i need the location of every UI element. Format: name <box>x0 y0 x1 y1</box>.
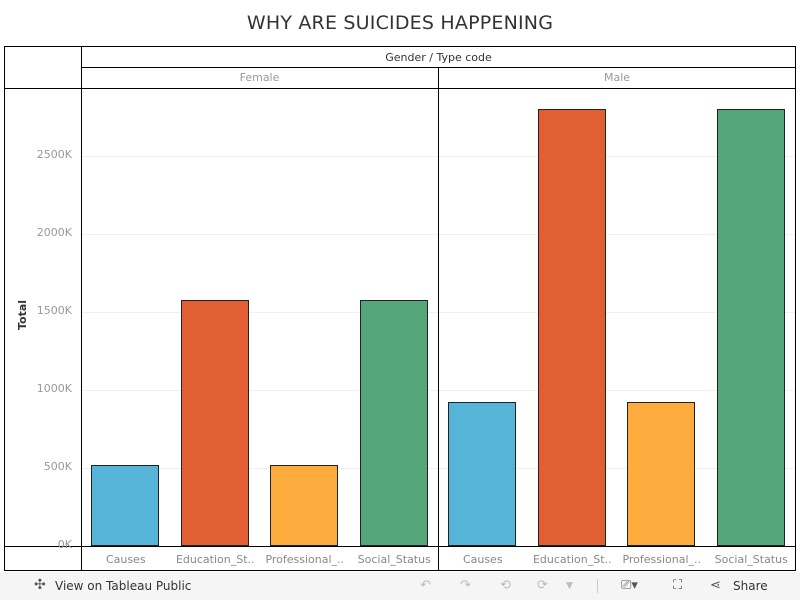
bar-male-0[interactable] <box>448 402 516 546</box>
category-label: Education_St.. <box>175 553 255 566</box>
toolbar: ✣ View on Tableau Public ↶ ↷ ⟲ ⟳ ▼ ⎚▾ ⛶ … <box>0 572 800 600</box>
view-on-tableau-link[interactable]: View on Tableau Public <box>55 579 192 593</box>
y-tick-label: 500K <box>43 460 72 473</box>
gridline <box>439 468 795 469</box>
y-tick-label: 1000K <box>36 382 72 395</box>
gridline <box>439 156 795 157</box>
column-header: Gender / Type code <box>385 51 492 64</box>
gridline <box>439 390 795 391</box>
gridline <box>439 312 795 313</box>
gridline <box>439 234 795 235</box>
category-label: Social_Status <box>357 553 431 566</box>
undo-icon[interactable]: ↶ <box>420 578 431 593</box>
category-label: Social_Status <box>714 553 788 566</box>
bar-female-0[interactable] <box>91 465 159 546</box>
bar-female-1[interactable] <box>180 299 249 546</box>
gridline <box>82 312 438 313</box>
bar-male-1[interactable] <box>537 109 606 546</box>
bar-male-2[interactable] <box>627 402 695 546</box>
category-label: Professional_.. <box>622 553 702 566</box>
y-tick-label: 0K <box>57 538 72 551</box>
category-label: Education_St.. <box>532 553 612 566</box>
category-label: Causes <box>462 553 503 566</box>
refresh-icon[interactable]: ⟳ <box>537 578 548 593</box>
chart-title: WHY ARE SUICIDES HAPPENING <box>246 12 554 34</box>
toolbar-divider <box>597 579 598 593</box>
redo-icon[interactable]: ↷ <box>460 578 471 593</box>
category-label: Causes <box>105 553 146 566</box>
pane-header-male[interactable]: Male <box>603 71 631 84</box>
download-icon[interactable]: ⎚▾ <box>621 578 638 593</box>
revert-icon[interactable]: ⟲ <box>500 578 511 593</box>
gridline <box>82 156 438 157</box>
fullscreen-icon[interactable]: ⛶ <box>673 578 683 593</box>
y-tick-label: 1500K <box>36 304 72 317</box>
gridline <box>82 468 438 469</box>
share-button[interactable]: Share <box>733 579 768 593</box>
refresh-dropdown-icon[interactable]: ▼ <box>566 581 573 591</box>
pane-header-female[interactable]: Female <box>239 71 280 84</box>
bar-male-3[interactable] <box>716 109 785 546</box>
share-icon[interactable]: ⋖ <box>710 578 721 593</box>
y-tick-label: 2500K <box>36 148 72 161</box>
category-label: Professional_.. <box>265 553 345 566</box>
bar-female-2[interactable] <box>270 465 338 546</box>
gridline <box>82 234 438 235</box>
tableau-logo-icon: ✣ <box>34 577 46 593</box>
bar-female-3[interactable] <box>359 299 428 546</box>
gridline <box>82 390 438 391</box>
y-tick-label: 2000K <box>36 226 72 239</box>
